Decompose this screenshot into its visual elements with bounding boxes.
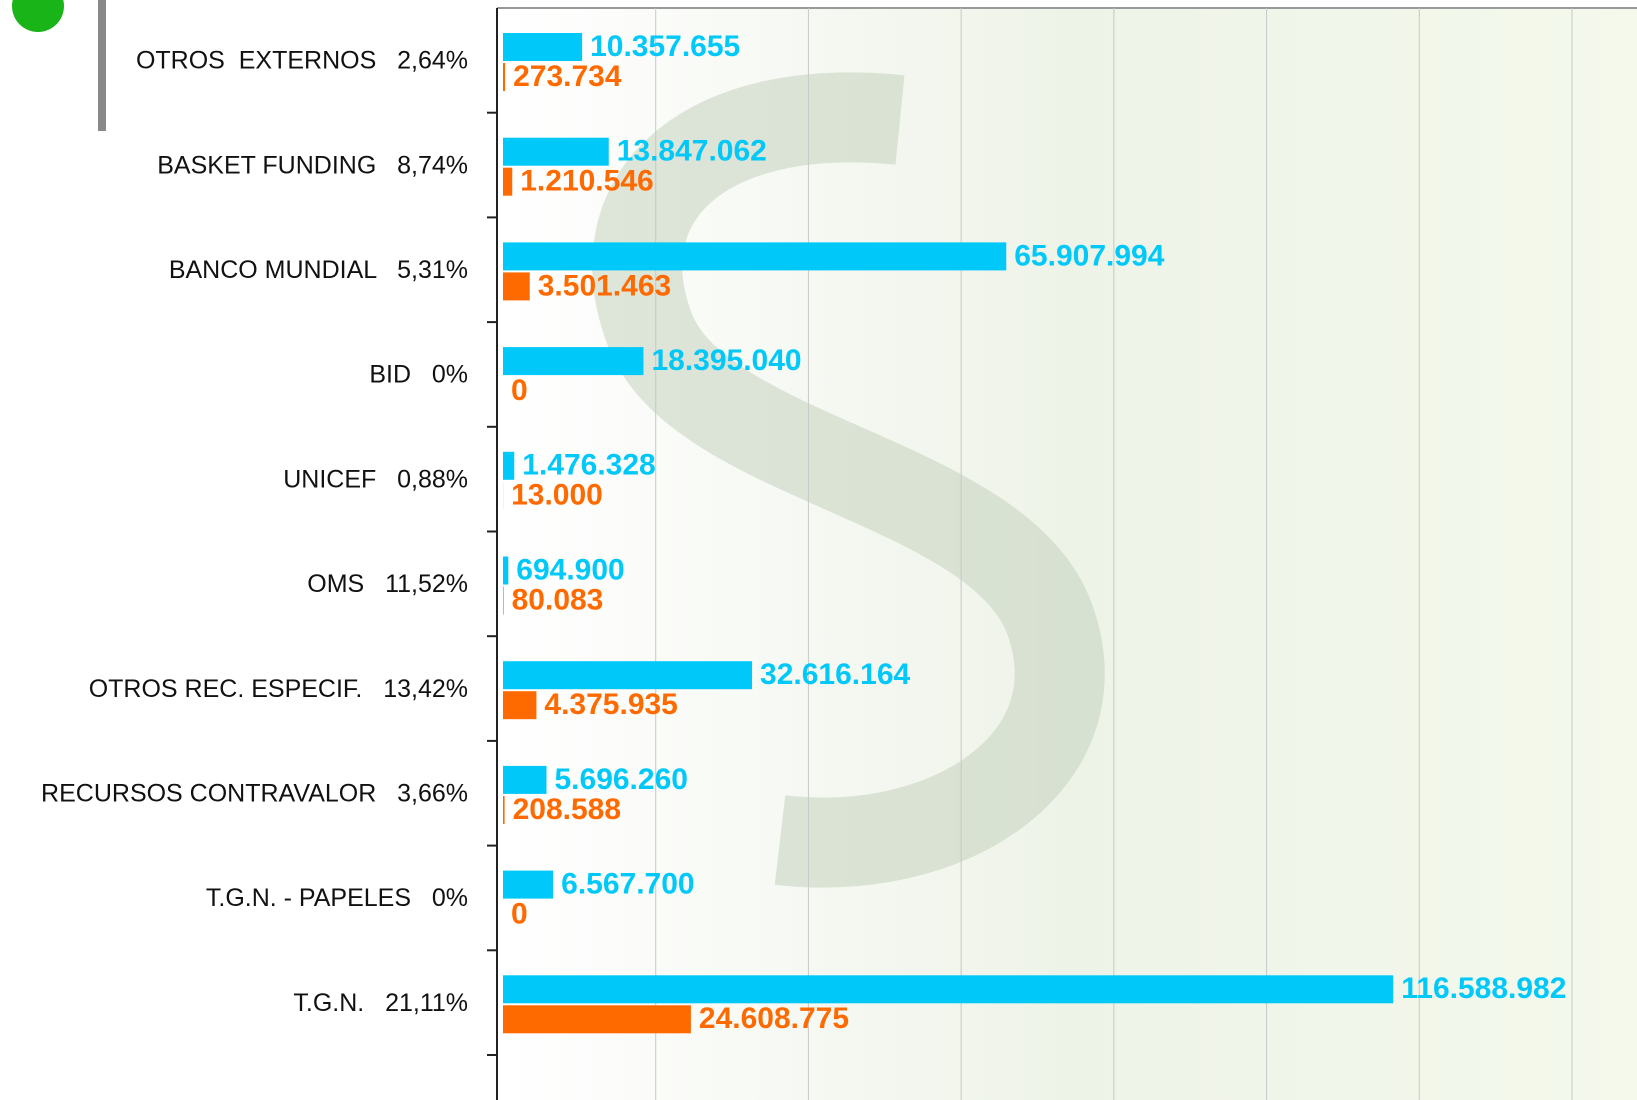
value-label: 32.616.164 [760,658,910,691]
bar [503,765,547,794]
category-label: BANCO MUNDIAL 5,31% [169,256,468,284]
bar [503,167,513,196]
value-label: 273.734 [513,60,622,93]
category-label: T.G.N. - PAPELES 0% [206,884,468,912]
bar [503,63,506,91]
value-label: 80.083 [512,583,604,616]
value-label: 13.000 [511,479,603,512]
dollar-watermark [592,72,1105,888]
bar [503,975,1394,1004]
bar [503,586,504,615]
bar [503,795,505,824]
category-label: OTROS REC. ESPECIF. 13,42% [89,675,468,703]
bar [503,347,644,376]
green-dot [12,0,64,32]
value-label: 65.907.994 [1014,239,1164,272]
value-label: 4.375.935 [544,688,677,721]
category-label: T.G.N. 21,11% [293,989,468,1017]
value-label: 10.357.655 [590,30,740,63]
bar [503,870,554,899]
bar [503,691,537,720]
category-label: OMS 11,52% [307,570,468,598]
value-label: 694.900 [516,553,624,586]
category-label: OTROS EXTERNOS 2,64% [136,47,468,75]
value-label: 0 [511,374,528,407]
bar [503,1005,691,1034]
bar [503,272,530,301]
category-label: UNICEF 0,88% [283,465,468,493]
value-label: 3.501.463 [538,269,671,302]
category-label: BID 0% [369,361,468,389]
value-label: 1.476.328 [522,449,655,482]
value-label: 116.588.982 [1401,972,1566,1005]
bar [503,556,509,585]
bar [503,33,583,61]
value-label: 5.696.260 [554,763,687,796]
value-label: 24.608.775 [699,1002,849,1035]
value-label: 6.567.700 [561,868,694,901]
value-label: 1.210.546 [520,165,653,198]
gray-bar [98,0,106,131]
bar [503,242,1007,271]
bar [503,137,609,166]
category-label: RECURSOS CONTRAVALOR 3,66% [41,780,468,808]
value-label: 18.395.040 [651,344,801,377]
category-label: BASKET FUNDING 8,74% [157,151,468,179]
value-label: 0 [511,898,528,931]
value-label: 208.588 [513,793,621,826]
bar [503,661,753,690]
value-label: 13.847.062 [617,135,767,168]
bar [503,451,515,480]
